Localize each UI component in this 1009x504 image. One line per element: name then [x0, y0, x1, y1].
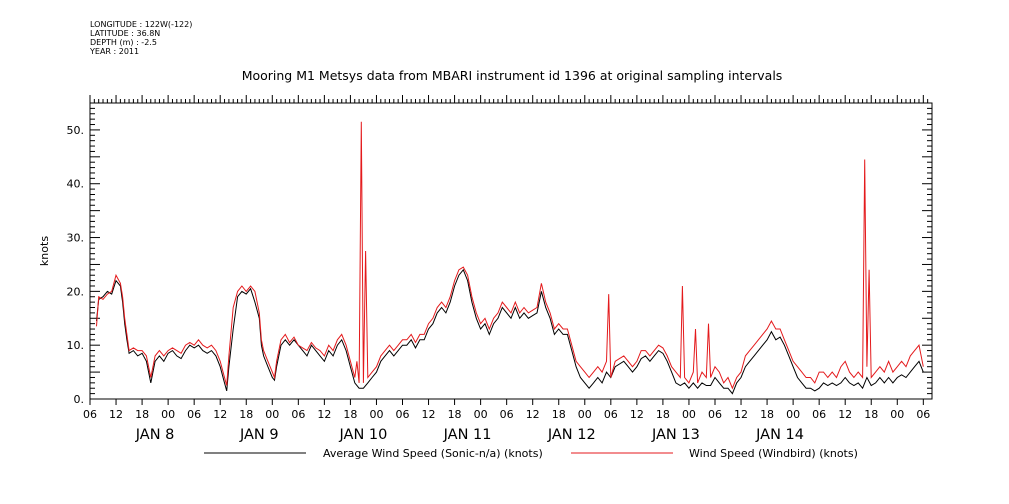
y-tick-label: 50. — [67, 124, 85, 137]
y-tick-label: 40. — [67, 178, 85, 191]
series-line-windbird — [96, 121, 924, 390]
chart-title: Mooring M1 Metsys data from MBARI instru… — [242, 68, 783, 83]
hour-tick-label: 00 — [890, 408, 904, 421]
hour-tick-label: 06 — [708, 408, 722, 421]
hour-tick-label: 12 — [526, 408, 540, 421]
hour-tick-label: 12 — [109, 408, 123, 421]
longitude-label: LONGITUDE : 122W(-122) — [90, 20, 193, 29]
hour-tick-label: 00 — [265, 408, 279, 421]
hour-tick-label: 18 — [343, 408, 357, 421]
hour-tick-label: 06 — [187, 408, 201, 421]
series-line-average — [96, 268, 924, 395]
hour-tick-label: 12 — [838, 408, 852, 421]
hour-tick-label: 12 — [630, 408, 644, 421]
hour-tick-label: 12 — [317, 408, 331, 421]
day-label: JAN 14 — [755, 427, 804, 443]
hour-tick-label: 00 — [682, 408, 696, 421]
day-label: JAN 13 — [651, 427, 700, 443]
hour-tick-label: 18 — [135, 408, 149, 421]
y-tick-label: 10. — [67, 339, 85, 352]
latitude-label: LATITUDE : 36.8N — [90, 29, 161, 38]
y-axis-label: knots — [38, 236, 51, 266]
hour-tick-label: 06 — [395, 408, 409, 421]
plot-frame — [89, 102, 933, 400]
depth-label: DEPTH (m) : -2.5 — [90, 38, 157, 47]
day-label: JAN 10 — [339, 427, 388, 443]
hour-tick-label: 00 — [474, 408, 488, 421]
hour-tick-label: 12 — [734, 408, 748, 421]
x-axis: 06 12 18 00 06 12 18 00 06 12 18 00 06 12 18 00 06 12 18 00… — [83, 95, 930, 443]
hour-tick-label: 06 — [83, 408, 97, 421]
hour-tick-label: 00 — [786, 408, 800, 421]
hour-tick-label: 12 — [422, 408, 436, 421]
hour-tick-label: 18 — [448, 408, 462, 421]
day-label: JAN 9 — [239, 427, 279, 443]
legend: Average Wind Speed (Sonic-n/a) (knots) W… — [204, 447, 858, 460]
hour-tick-label: 00 — [578, 408, 592, 421]
y-axis: 0. 10. 20. 30. 40. 50. — [67, 102, 932, 406]
hour-tick-label: 06 — [916, 408, 930, 421]
day-label: JAN 8 — [135, 427, 175, 443]
series-group — [96, 121, 924, 395]
y-tick-label: 0. — [74, 393, 85, 406]
hour-tick-label: 00 — [161, 408, 175, 421]
hour-tick-label: 06 — [604, 408, 618, 421]
hour-tick-label: 00 — [369, 408, 383, 421]
hour-tick-label: 18 — [656, 408, 670, 421]
legend-label-windbird: Wind Speed (Windbird) (knots) — [689, 447, 858, 460]
legend-label-average: Average Wind Speed (Sonic-n/a) (knots) — [323, 447, 543, 460]
day-label: JAN 11 — [443, 427, 492, 443]
day-label: JAN 12 — [547, 427, 596, 443]
hour-tick-label: 18 — [760, 408, 774, 421]
hour-tick-label: 06 — [500, 408, 514, 421]
hour-tick-label: 06 — [812, 408, 826, 421]
y-tick-label: 30. — [67, 232, 85, 245]
hour-tick-label: 18 — [552, 408, 566, 421]
y-tick-label: 20. — [67, 285, 85, 298]
hour-tick-label: 18 — [239, 408, 253, 421]
hour-tick-label: 18 — [864, 408, 878, 421]
hour-tick-label: 06 — [291, 408, 305, 421]
hour-tick-label: 12 — [213, 408, 227, 421]
year-label: YEAR : 2011 — [90, 47, 140, 56]
